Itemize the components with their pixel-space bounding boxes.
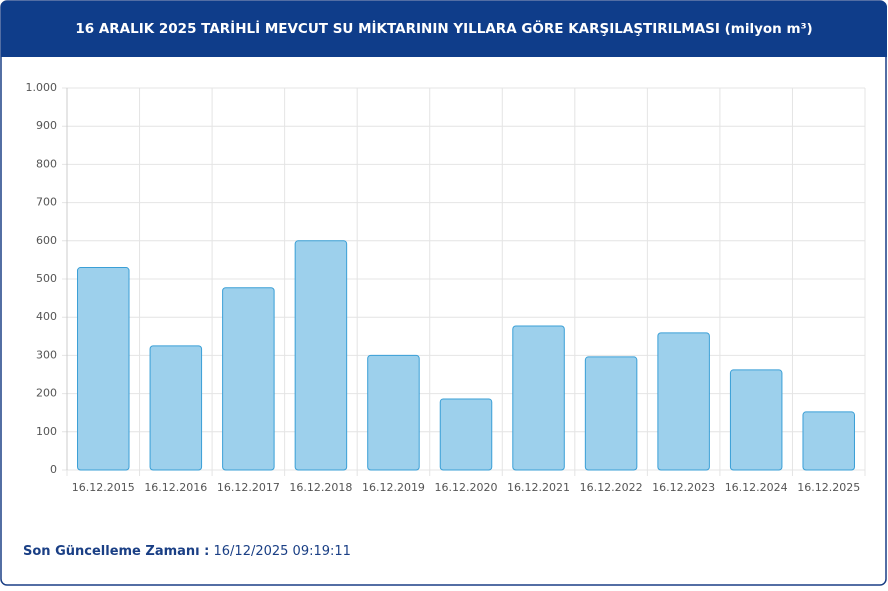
footer: Son Güncelleme Zamanı : 16/12/2025 09:19… [23, 544, 351, 559]
bar [657, 332, 710, 471]
y-tick-label: 300 [36, 348, 57, 361]
x-tick-label: 16.12.2019 [362, 481, 425, 494]
x-tick-label: 16.12.2022 [580, 481, 643, 494]
y-tick-label: 900 [36, 119, 57, 132]
y-tick-label: 0 [50, 463, 57, 476]
footer-value: 16/12/2025 09:19:11 [214, 544, 351, 559]
y-tick-label: 700 [36, 196, 57, 209]
x-tick-label: 16.12.2025 [797, 481, 860, 494]
y-tick-label: 600 [36, 234, 57, 247]
y-tick-label: 500 [36, 272, 57, 285]
x-tick-label: 16.12.2024 [725, 481, 788, 494]
bar [149, 345, 203, 471]
y-tick-label: 1.000 [26, 81, 58, 94]
bar [512, 325, 565, 471]
footer-label: Son Güncelleme Zamanı : [23, 544, 209, 559]
x-tick-label: 16.12.2018 [289, 481, 352, 494]
x-tick-label: 16.12.2015 [72, 481, 135, 494]
x-tick-label: 16.12.2020 [435, 481, 498, 494]
bar [294, 240, 348, 471]
bar [367, 354, 420, 471]
y-tick-label: 100 [36, 425, 57, 438]
x-tick-label: 16.12.2017 [217, 481, 280, 494]
x-tick-label: 16.12.2021 [507, 481, 570, 494]
bar [802, 411, 855, 471]
x-tick-label: 16.12.2016 [144, 481, 207, 494]
bar [222, 287, 275, 471]
bar [77, 267, 130, 471]
chart-title: 16 ARALIK 2025 TARİHLİ MEVCUT SU MİKTARI… [75, 19, 812, 37]
y-tick-label: 400 [36, 310, 57, 323]
x-tick-label: 16.12.2023 [652, 481, 715, 494]
bar [439, 398, 493, 471]
header [1, 1, 887, 57]
bar [729, 369, 783, 471]
y-tick-label: 200 [36, 387, 57, 400]
bar [584, 356, 638, 471]
y-tick-label: 800 [36, 157, 57, 170]
